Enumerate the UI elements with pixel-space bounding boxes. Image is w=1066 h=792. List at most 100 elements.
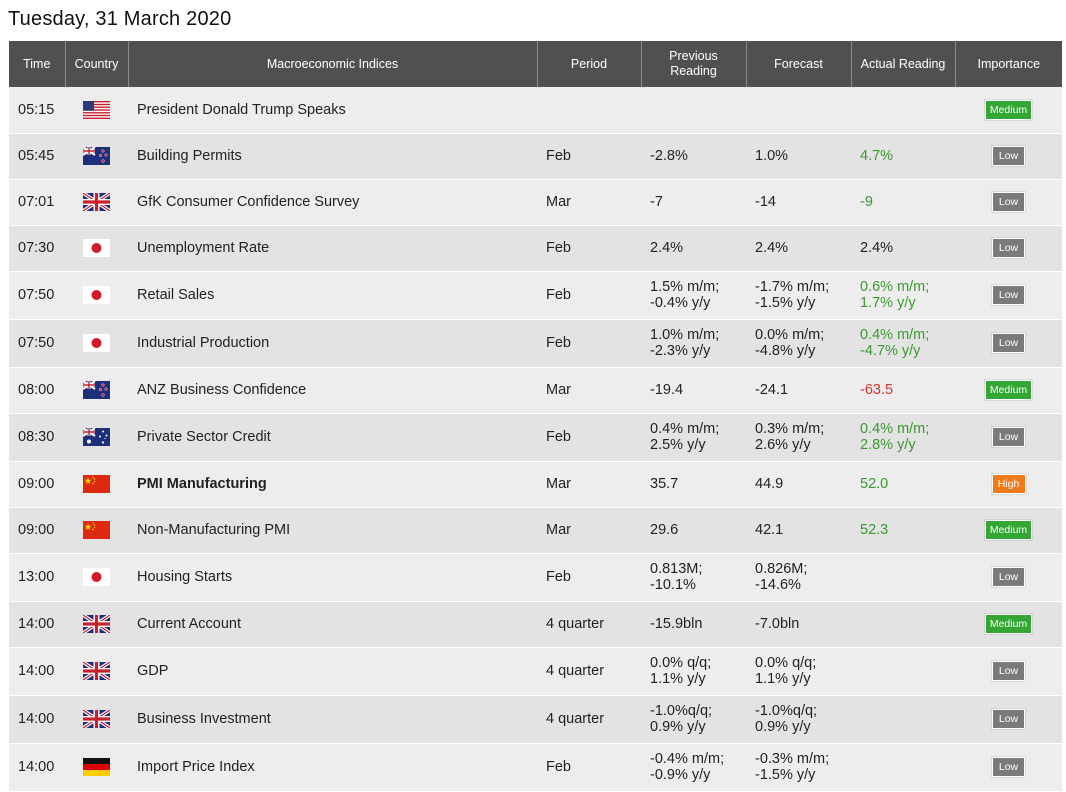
- cell-period: Mar: [537, 507, 641, 554]
- forecast-line2: -4.8% y/y: [755, 343, 816, 359]
- cell-actual: [851, 87, 955, 134]
- indicator-name-link: Housing Starts: [137, 568, 233, 585]
- cell-indicator-name[interactable]: Retail Sales: [128, 271, 537, 320]
- cell-indicator-name[interactable]: Unemployment Rate: [128, 225, 537, 272]
- indicator-name-link: President Donald Trump Speaks: [137, 101, 346, 118]
- col-header-country[interactable]: Country: [65, 41, 129, 87]
- table-row[interactable]: 14:00 Business Investment 4 quarter -1.0%q…: [9, 695, 1062, 744]
- previous-line1: 0.4% m/m;: [650, 420, 720, 437]
- table-row[interactable]: 09:00 PMI Manufacturing Mar 35.7 44.9 52.0 Hi…: [9, 461, 1062, 508]
- cell-indicator-name[interactable]: Private Sector Credit: [128, 413, 537, 462]
- forecast-line1: -1.0%q/q;: [755, 702, 818, 719]
- table-row[interactable]: 08:00 ANZ Business Confidence Mar -19.4 -24…: [9, 367, 1062, 414]
- cell-actual: [851, 553, 955, 602]
- period-text: Mar: [546, 521, 571, 538]
- previous-line1: 0.813M;: [650, 560, 703, 577]
- period-text: 4 quarter: [546, 662, 605, 679]
- period-text: Mar: [546, 193, 571, 210]
- cell-period: 4 quarter: [537, 647, 641, 696]
- cell-forecast: -7.0bln: [746, 601, 851, 648]
- cell-country: [65, 319, 128, 368]
- cell-time: 07:50: [9, 271, 65, 320]
- cell-indicator-name[interactable]: ANZ Business Confidence: [128, 367, 537, 414]
- cell-indicator-name[interactable]: Import Price Index: [128, 743, 537, 792]
- time-text: 07:50: [18, 286, 55, 303]
- cell-indicator-name[interactable]: Building Permits: [128, 133, 537, 180]
- col-header-forecast[interactable]: Forecast: [746, 41, 852, 87]
- cell-actual: 52.3: [851, 507, 955, 554]
- actual-line1: 0.4% m/m;: [860, 420, 930, 437]
- indicator-name-link: Private Sector Credit: [137, 428, 271, 445]
- table-row[interactable]: 05:45 Building Permits Feb -2.8% 1.0% 4.7% Lo…: [9, 133, 1062, 180]
- cell-forecast: -0.3% m/m; -1.5% y/y: [746, 743, 851, 792]
- forecast-line2: -14.6%: [755, 577, 801, 593]
- cell-period: Mar: [537, 179, 641, 226]
- col-header-actual[interactable]: Actual Reading: [851, 41, 956, 87]
- cell-time: 08:00: [9, 367, 65, 414]
- cell-time: 07:30: [9, 225, 65, 272]
- cell-indicator-name[interactable]: President Donald Trump Speaks: [128, 87, 537, 134]
- actual-line1: 52.0: [860, 475, 889, 492]
- previous-line1: 35.7: [650, 475, 679, 492]
- cell-indicator-name[interactable]: GfK Consumer Confidence Survey: [128, 179, 537, 226]
- forecast-line2: 1.1% y/y: [755, 671, 811, 687]
- table-row[interactable]: 14:00 GDP 4 quarter 0.0% q/q; 1.1% y/y 0.0% …: [9, 647, 1062, 696]
- cell-indicator-name[interactable]: Industrial Production: [128, 319, 537, 368]
- cell-importance: High: [955, 461, 1062, 508]
- time-text: 14:00: [18, 615, 55, 632]
- previous-line2: 1.1% y/y: [650, 671, 706, 687]
- importance-badge: Low: [992, 661, 1025, 681]
- cell-period: Feb: [537, 319, 641, 368]
- cell-indicator-name[interactable]: PMI Manufacturing: [128, 461, 537, 508]
- cell-time: 05:15: [9, 87, 65, 134]
- table-row[interactable]: 07:01 GfK Consumer Confidence Survey Mar -…: [9, 179, 1062, 226]
- cell-indicator-name[interactable]: Housing Starts: [128, 553, 537, 602]
- cell-importance: Low: [955, 647, 1062, 696]
- importance-badge: Low: [992, 757, 1025, 777]
- actual-line1: -9: [860, 193, 873, 210]
- table-row[interactable]: 08:30 Private Sector Credit Feb 0.4% m/m; 2…: [9, 413, 1062, 462]
- forecast-line1: 0.0% q/q;: [755, 654, 817, 671]
- cell-actual: 0.4% m/m; -4.7% y/y: [851, 319, 955, 368]
- cell-previous: -2.8%: [641, 133, 746, 180]
- actual-line1: 0.6% m/m;: [860, 278, 930, 295]
- time-text: 09:00: [18, 475, 55, 492]
- cell-indicator-name[interactable]: Current Account: [128, 601, 537, 648]
- col-header-indices[interactable]: Macroeconomic Indices: [128, 41, 538, 87]
- time-text: 09:00: [18, 521, 55, 538]
- table-row[interactable]: 07:50 Industrial Production Feb 1.0% m/m; -…: [9, 319, 1062, 368]
- time-text: 05:15: [18, 101, 55, 118]
- table-row[interactable]: 14:00 Current Account 4 quarter -15.9bln -7…: [9, 601, 1062, 648]
- table-row[interactable]: 07:50 Retail Sales Feb 1.5% m/m; -0.4% y/y -…: [9, 271, 1062, 320]
- cell-indicator-name[interactable]: Business Investment: [128, 695, 537, 744]
- table-row[interactable]: 05:15 President Donald Trump Speaks Mediu…: [9, 87, 1062, 134]
- cell-previous: 1.0% m/m; -2.3% y/y: [641, 319, 746, 368]
- previous-line2: -0.4% y/y: [650, 295, 711, 311]
- table-row[interactable]: 07:30 Unemployment Rate Feb 2.4% 2.4% 2.4% Lo…: [9, 225, 1062, 272]
- cell-period: [537, 87, 641, 134]
- previous-line1: -0.4% m/m;: [650, 750, 725, 767]
- cell-previous: [641, 87, 746, 134]
- cell-indicator-name[interactable]: Non-Manufacturing PMI: [128, 507, 537, 554]
- cell-importance: Low: [955, 179, 1062, 226]
- col-header-importance[interactable]: Importance: [955, 41, 1062, 87]
- col-header-previous[interactable]: Previous Reading: [641, 41, 747, 87]
- table-row[interactable]: 14:00 Import Price Index Feb -0.4% m/m; -0.…: [9, 743, 1062, 792]
- table-row[interactable]: 09:00 Non-Manufacturing PMI Mar 29.6 42.1 52…: [9, 507, 1062, 554]
- cell-actual: 0.6% m/m; 1.7% y/y: [851, 271, 955, 320]
- cell-forecast: 0.0% m/m; -4.8% y/y: [746, 319, 851, 368]
- uk-flag-icon: [83, 662, 110, 680]
- cell-previous: -0.4% m/m; -0.9% y/y: [641, 743, 746, 792]
- previous-line1: -15.9bln: [650, 615, 703, 632]
- time-text: 14:00: [18, 710, 55, 727]
- actual-line2: 2.8% y/y: [860, 437, 916, 453]
- col-header-period[interactable]: Period: [537, 41, 642, 87]
- cell-time: 14:00: [9, 743, 65, 792]
- us-flag-icon: [83, 100, 110, 119]
- cell-country: [65, 179, 128, 226]
- cell-importance: Low: [955, 553, 1062, 602]
- table-row[interactable]: 13:00 Housing Starts Feb 0.813M; -10.1% 0.82…: [9, 553, 1062, 602]
- forecast-line2: 0.9% y/y: [755, 719, 811, 735]
- cell-indicator-name[interactable]: GDP: [128, 647, 537, 696]
- col-header-time[interactable]: Time: [9, 41, 66, 87]
